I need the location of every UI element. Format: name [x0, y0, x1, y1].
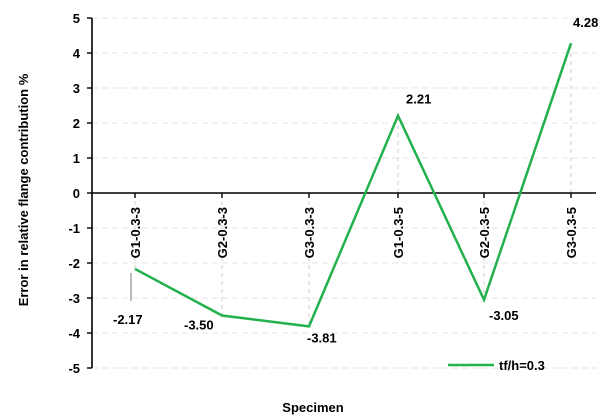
y-tick-label: 3	[73, 81, 80, 96]
x-tick-label: G3-0.3-3	[302, 207, 317, 258]
x-axis-title: Specimen	[282, 400, 343, 415]
y-tick-label: 1	[73, 151, 80, 166]
y-tick-label: 4	[73, 46, 81, 61]
axes	[87, 17, 596, 369]
leader-lines	[130, 43, 572, 327]
legend-label: tf/h=0.3	[499, 358, 545, 373]
data-label: 2.21	[406, 92, 431, 107]
data-label: -3.50	[184, 318, 214, 333]
series-lines	[134, 42, 573, 328]
y-axis-title: Error in relative flange contribution %	[16, 73, 31, 306]
y-tick-label: -5	[68, 361, 80, 376]
series-line	[134, 42, 573, 328]
gridlines	[92, 17, 596, 369]
x-tick-label: G3-0.3-5	[564, 207, 579, 258]
tick-labels: 5 4 3 2 1 0 -1 -2 -3 -4 -5 G1-0.3-3 G2-0.3-3 G3-0.3-3…	[68, 11, 579, 376]
y-tick-label: -3	[68, 291, 80, 306]
data-label: -3.81	[307, 330, 337, 345]
y-tick-label: -1	[68, 221, 80, 236]
x-tick-label: G2-0.3-5	[477, 207, 492, 258]
x-tick-label: G1-0.3-5	[391, 207, 406, 258]
y-tick-label: 2	[73, 116, 80, 131]
data-label: -3.05	[489, 308, 519, 323]
y-tick-label: -4	[68, 326, 80, 341]
y-tick-label: -2	[68, 256, 80, 271]
data-label: -2.17	[113, 312, 143, 327]
x-tick-label: G2-0.3-3	[215, 207, 230, 258]
data-labels: -2.17 -3.50 -3.81 2.21 -3.05 4.28	[113, 15, 598, 345]
y-tick-label: 5	[73, 11, 80, 26]
legend: tf/h=0.3	[448, 358, 545, 373]
x-tick-label: G1-0.3-3	[128, 207, 143, 258]
data-label: 4.28	[573, 15, 598, 30]
y-tick-label: 0	[73, 186, 80, 201]
